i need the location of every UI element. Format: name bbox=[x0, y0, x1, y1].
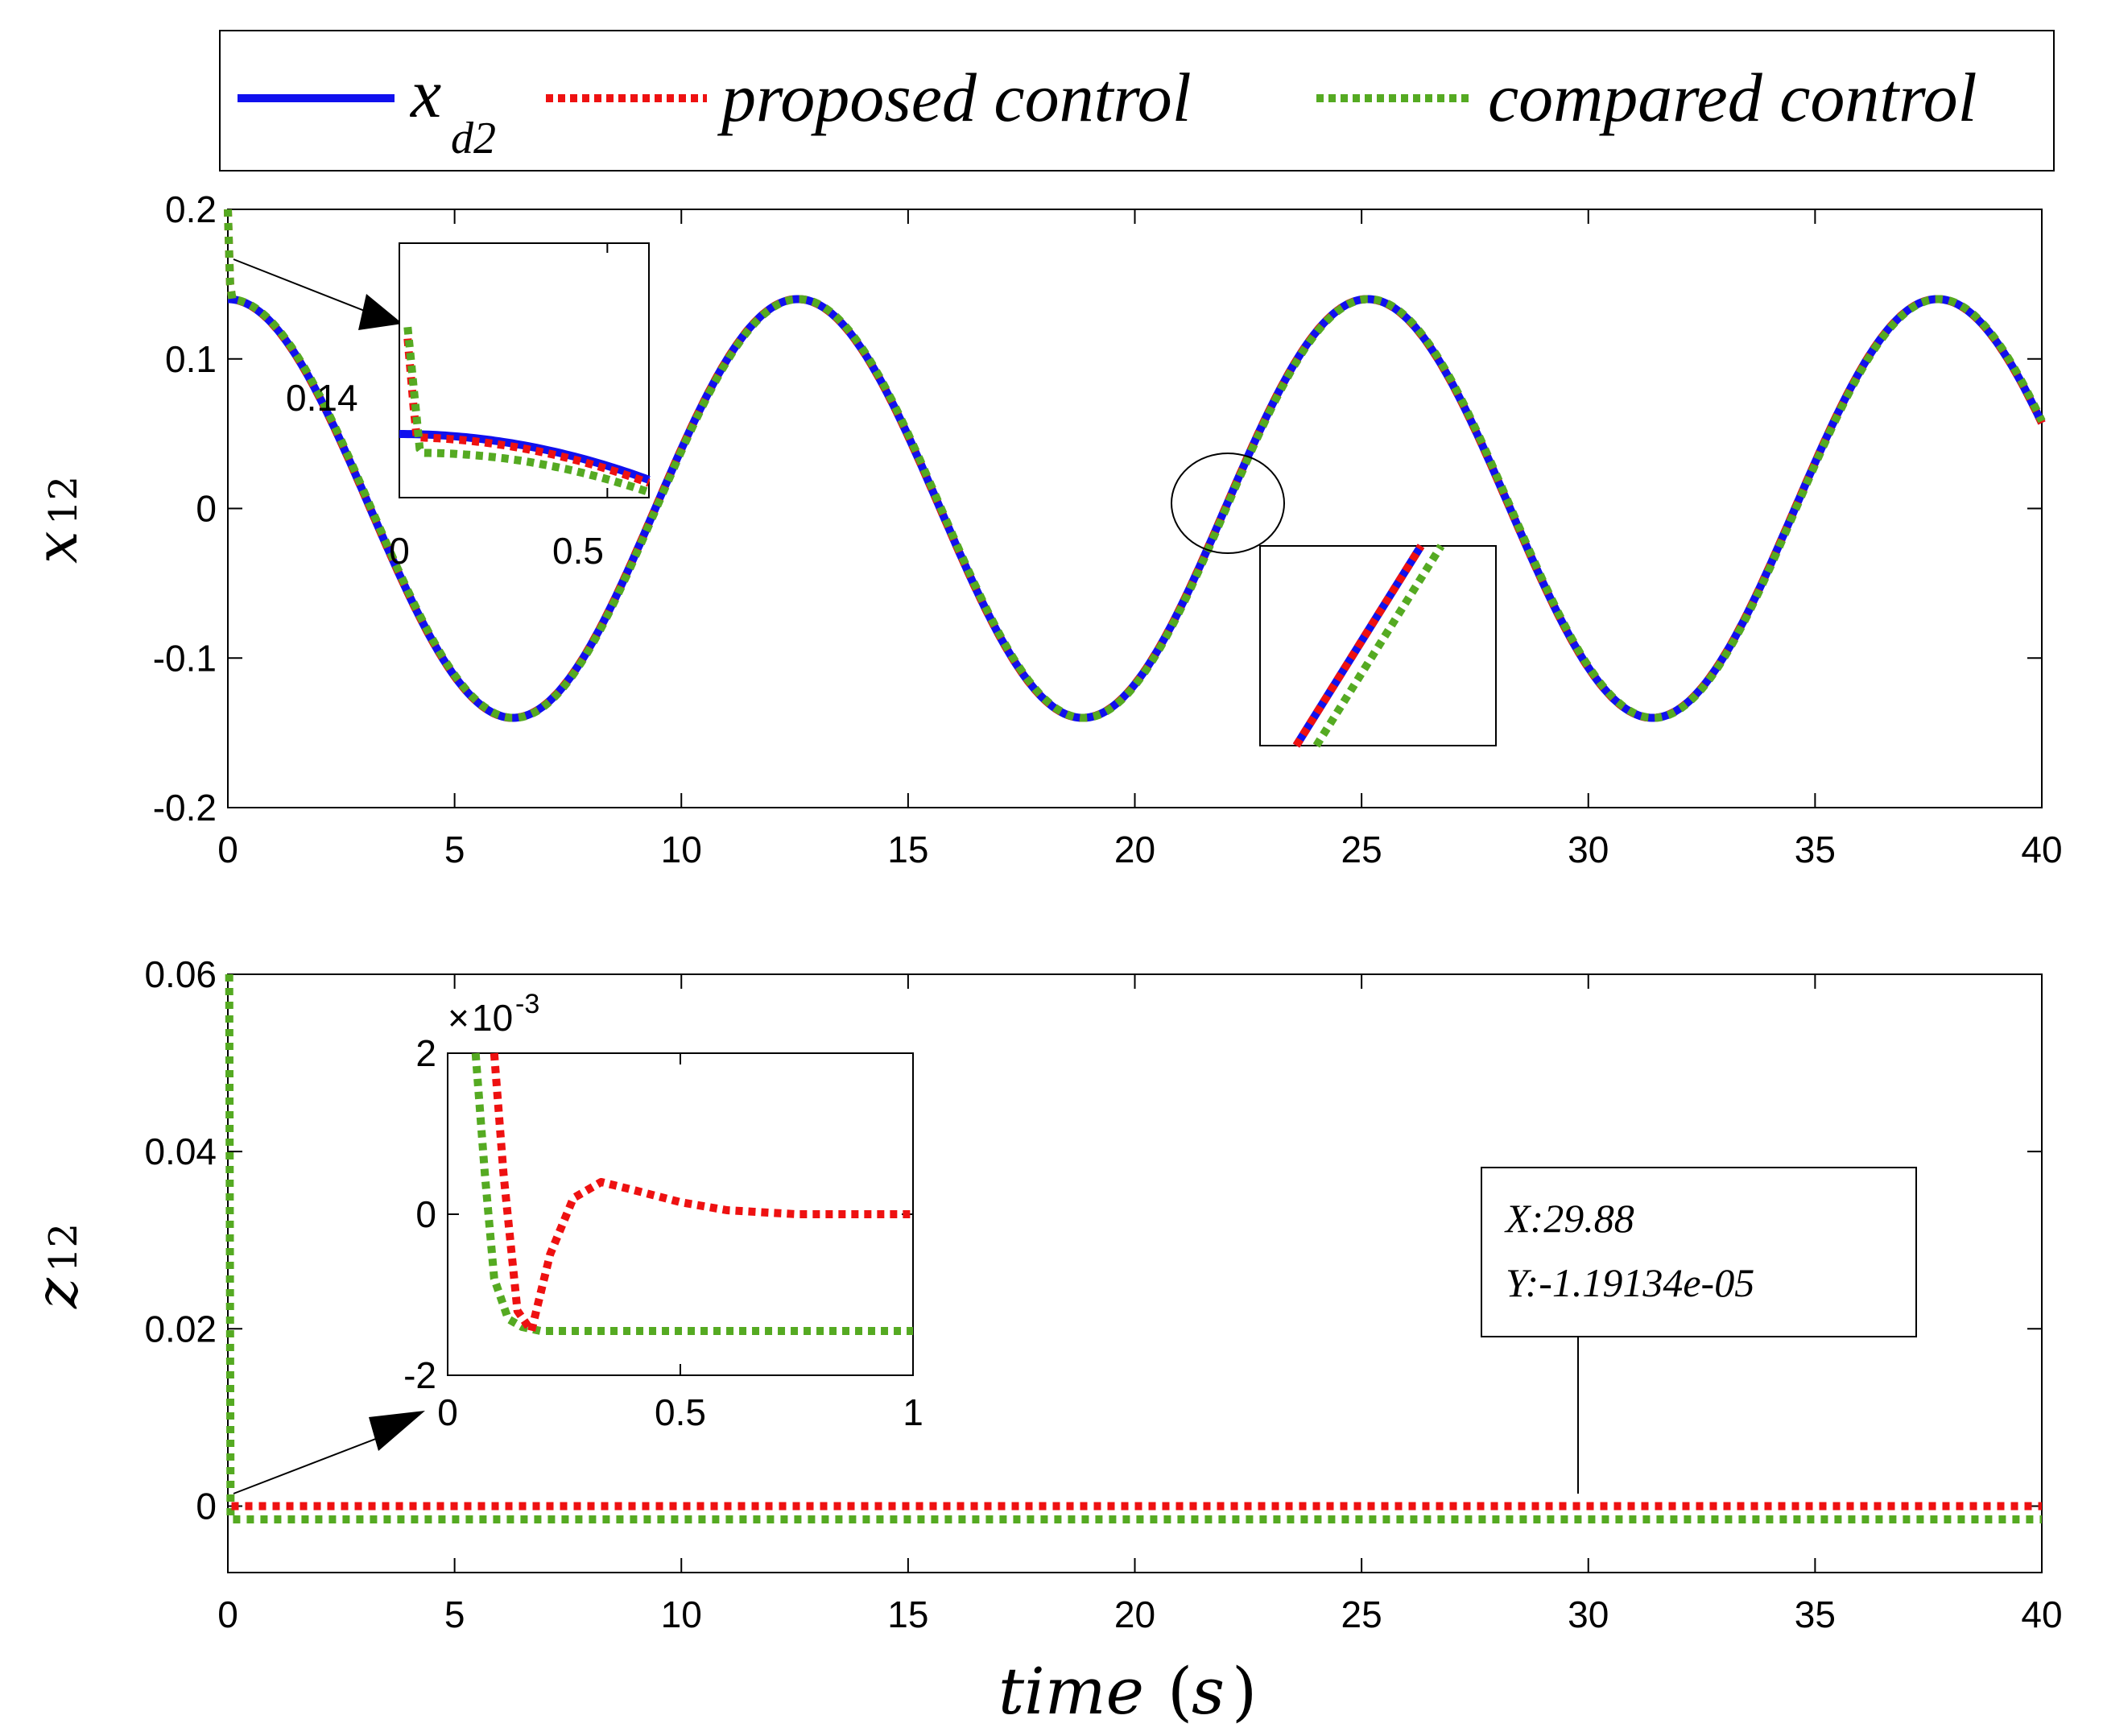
x12-inset-start-series bbox=[399, 243, 651, 498]
z12-ylabel: z bbox=[23, 1277, 90, 1309]
z12-zoom-arrowhead bbox=[369, 1411, 425, 1451]
y-tick-label: 0 bbox=[196, 488, 217, 530]
x12-series bbox=[224, 209, 2046, 722]
x12-inset-start-compared bbox=[403, 326, 651, 497]
x12-inset-start-xtick-1: 0.5 bbox=[552, 530, 604, 572]
x-axis-label-unit: s bbox=[1192, 1654, 1225, 1729]
x-tick-label: 20 bbox=[1114, 829, 1155, 870]
z12-inset-scale-base: 10 bbox=[472, 997, 513, 1039]
x-tick-label: 20 bbox=[1114, 1593, 1155, 1635]
z12-inset-proposed bbox=[490, 1052, 913, 1335]
y-tick-label: -0.2 bbox=[153, 787, 217, 829]
x-tick-label: 40 bbox=[2021, 829, 2062, 870]
x12-zoom-ellipse bbox=[1171, 453, 1285, 554]
z12-datatip-box bbox=[1481, 1167, 1917, 1337]
z12-inset-xtick-label: 1 bbox=[903, 1391, 923, 1433]
x12-line-compared bbox=[224, 209, 2046, 722]
x12-zoom-arrow bbox=[233, 258, 378, 316]
z12-inset-compared bbox=[471, 1052, 913, 1335]
z12-inset: 0 0.5 1-202 × 10 -3 bbox=[403, 989, 923, 1433]
z12-datatip-x: X:29.88 bbox=[1504, 1196, 1634, 1241]
legend-box bbox=[219, 30, 2055, 172]
x-tick-label: 10 bbox=[661, 829, 702, 870]
x-tick-label: 15 bbox=[887, 829, 928, 870]
y-tick-label: 0.04 bbox=[144, 1130, 217, 1172]
x12-inset-crossing-compared bbox=[1312, 544, 1445, 748]
x12-zoom-arrowhead bbox=[358, 294, 403, 330]
x-tick-label: 30 bbox=[1568, 1593, 1609, 1635]
x-tick-label: 15 bbox=[887, 1593, 928, 1635]
z12-inset-xtick-label: 0.5 bbox=[655, 1391, 706, 1433]
x12-axes: 0 5 10 15 20 25 30 35 40 -0.2 -0.1 0 0.1 0.2 x 12 0.1… bbox=[23, 188, 2063, 870]
z12-ylabel-subscript: 12 bbox=[41, 1223, 86, 1272]
y-tick-label: 0.02 bbox=[144, 1308, 217, 1350]
z12-inset-series bbox=[471, 1052, 913, 1335]
z12-inset-ytick-label: 0 bbox=[415, 1193, 436, 1235]
x12-inset-crossing-proposed bbox=[1292, 544, 1425, 748]
x-tick-label: 30 bbox=[1568, 829, 1609, 870]
z12-line-compared bbox=[225, 973, 2042, 1523]
x12-inset-start: 0.14 0 0.5 bbox=[286, 242, 651, 572]
z12-zoom-arrow bbox=[233, 1431, 395, 1494]
x12-inset-start-ytick: 0.14 bbox=[286, 377, 358, 419]
x12-ylabel: x bbox=[23, 531, 90, 564]
y-tick-label: 0.06 bbox=[144, 953, 217, 995]
x12-ylabel-subscript: 12 bbox=[41, 476, 86, 525]
x-tick-label: 25 bbox=[1341, 1593, 1382, 1635]
z12-datatip[interactable]: X:29.88 Y:-1.19134e-05 bbox=[1481, 1167, 1917, 1494]
x-tick-label: 0 bbox=[217, 829, 238, 870]
x-tick-label: 0 bbox=[217, 1593, 238, 1635]
legend-label-proposed: proposed control bbox=[717, 59, 1192, 136]
y-tick-label: -0.1 bbox=[153, 637, 217, 679]
x12-inset-start-proposed bbox=[403, 338, 651, 487]
x-tick-label: 25 bbox=[1341, 829, 1382, 870]
x-axis-label: time bbox=[998, 1654, 1144, 1729]
z12-inset-scale-times: × bbox=[448, 997, 469, 1039]
z12-inset-ytick-label: 2 bbox=[415, 1032, 436, 1074]
legend-label-compared: compared control bbox=[1488, 59, 1977, 136]
x12-inset-start-box bbox=[399, 242, 650, 498]
x-tick-label: 35 bbox=[1795, 1593, 1836, 1635]
x-axis-label-paren-open: ( bbox=[1167, 1654, 1192, 1729]
z12-inset-xtick-label: 0 bbox=[437, 1391, 458, 1433]
x-axis-label-paren-close: ) bbox=[1232, 1654, 1257, 1729]
legend-label-xd2-subscript: d2 bbox=[451, 114, 496, 163]
y-tick-label: 0 bbox=[196, 1485, 217, 1527]
x-tick-label: 40 bbox=[2021, 1593, 2062, 1635]
z12-datatip-y: Y:-1.19134e-05 bbox=[1506, 1260, 1754, 1305]
x-tick-label: 5 bbox=[444, 1593, 465, 1635]
z12-inset-ticks: 0 0.5 1-202 bbox=[403, 1032, 923, 1433]
x12-inset-start-xtick-0: 0 bbox=[389, 530, 410, 572]
legend: x d2 proposed control compared control bbox=[219, 30, 2055, 172]
z12-inset-scale-exponent: -3 bbox=[515, 989, 539, 1019]
z12-series bbox=[225, 973, 2042, 1523]
y-tick-label: 0.2 bbox=[165, 188, 217, 230]
x-tick-label: 5 bbox=[444, 829, 465, 870]
z12-inset-ytick-label: -2 bbox=[403, 1354, 436, 1396]
x12-inset-crossing bbox=[1259, 544, 1497, 748]
x-tick-label: 10 bbox=[661, 1593, 702, 1635]
y-tick-label: 0.1 bbox=[165, 338, 217, 380]
legend-label-xd2: x bbox=[409, 55, 441, 132]
x12-ticks: 0 5 10 15 20 25 30 35 40 -0.2 -0.1 0 0.1 0.2 bbox=[153, 188, 2063, 870]
x-tick-label: 35 bbox=[1795, 829, 1836, 870]
